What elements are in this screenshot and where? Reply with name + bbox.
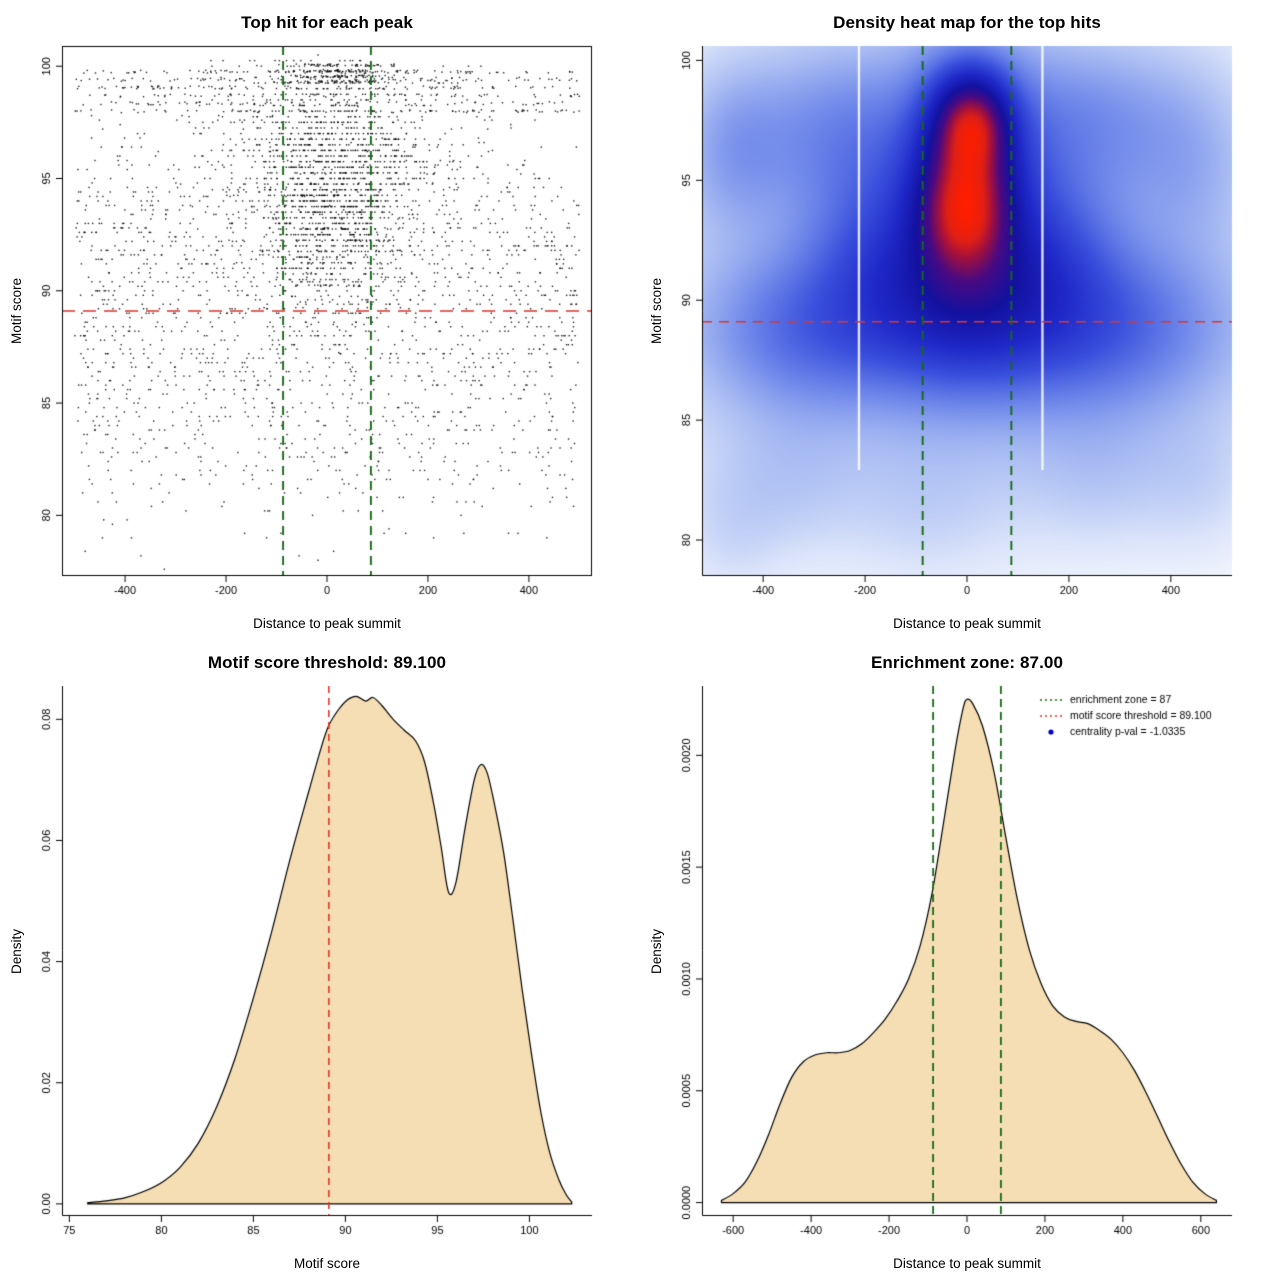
panel-density-heatmap: Density heat map for the top hits Distan…	[640, 0, 1280, 640]
distance-density-canvas	[640, 640, 1280, 1280]
scatter-plot-canvas	[0, 0, 640, 640]
distance-density-yaxis-label: Density	[649, 928, 664, 974]
panel-distance-density: Enrichment zone: 87.00 Distance to peak …	[640, 640, 1280, 1280]
score-density-xaxis-label: Motif score	[293, 1256, 361, 1271]
heatmap-yaxis-label: Motif score	[649, 277, 664, 345]
panel-top-hits-scatter: Top hit for each peak Distance to peak s…	[0, 0, 640, 640]
panel-motif-score-density: Motif score threshold: 89.100 Motif scor…	[0, 640, 640, 1280]
score-density-yaxis-label: Density	[9, 928, 24, 974]
scatter-title: Top hit for each peak	[241, 13, 413, 32]
heatmap-plot-canvas	[640, 0, 1280, 640]
score-density-title: Motif score threshold: 89.100	[207, 653, 447, 672]
heatmap-xaxis-label: Distance to peak summit	[893, 616, 1041, 631]
scatter-xaxis-label: Distance to peak summit	[253, 616, 401, 631]
distance-density-title: Enrichment zone: 87.00	[870, 653, 1064, 672]
scatter-yaxis-label: Motif score	[9, 277, 24, 345]
distance-density-xaxis-label: Distance to peak summit	[893, 1256, 1041, 1271]
score-density-canvas	[0, 640, 640, 1280]
heatmap-title: Density heat map for the top hits	[833, 13, 1101, 32]
